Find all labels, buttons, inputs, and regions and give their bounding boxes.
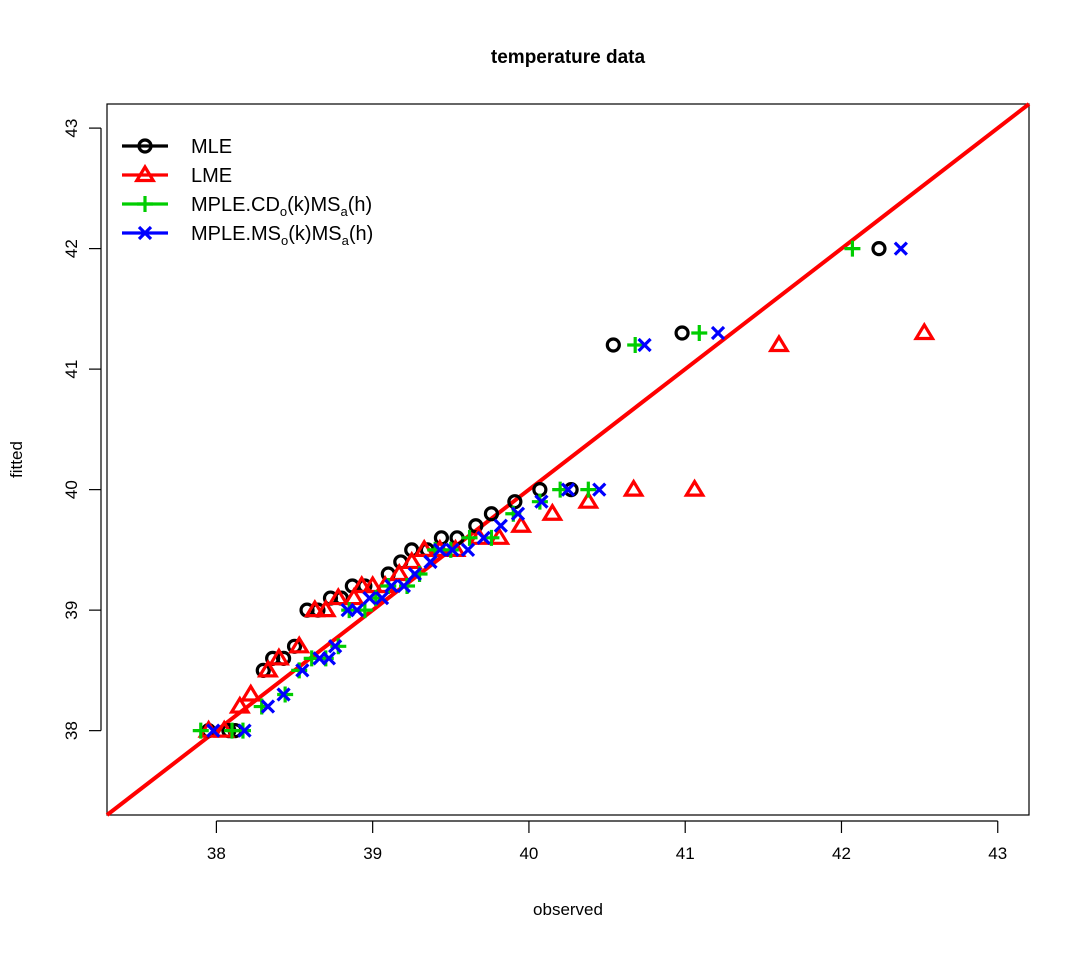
y-tick-label: 39 xyxy=(62,601,81,620)
x-tick-label: 41 xyxy=(676,844,695,863)
legend-marker xyxy=(137,225,153,241)
data-point xyxy=(460,542,476,558)
data-point xyxy=(303,650,320,667)
data-point xyxy=(510,506,526,521)
data-point xyxy=(321,651,337,666)
data-point xyxy=(362,590,377,606)
series-mple-ms xyxy=(206,241,908,738)
data-point xyxy=(637,337,652,353)
x-tick-label: 40 xyxy=(519,844,538,863)
data-point xyxy=(767,333,791,353)
data-point xyxy=(350,574,373,594)
data-point xyxy=(560,482,576,497)
legend-label: LME xyxy=(191,165,232,187)
data-point xyxy=(844,240,861,257)
legend-item-mle: MLE xyxy=(122,136,232,158)
y-axis-label: fitted xyxy=(7,441,26,478)
data-point xyxy=(893,241,908,256)
data-point xyxy=(288,635,311,654)
data-point xyxy=(483,506,500,522)
data-point xyxy=(483,529,500,546)
data-point xyxy=(627,337,644,354)
data-point xyxy=(192,722,209,739)
data-point xyxy=(552,481,569,498)
y-tick-label: 43 xyxy=(62,119,81,138)
data-point xyxy=(493,518,508,533)
legend-label: MPLE.MSo(k)MSa(h) xyxy=(191,223,373,248)
y-tick-label: 42 xyxy=(62,239,81,258)
data-point xyxy=(206,723,221,738)
legend-item-mple-ms: MPLE.MSo(k)MSa(h) xyxy=(122,223,373,248)
x-tick-label: 39 xyxy=(363,844,382,863)
data-point xyxy=(303,599,326,618)
x-tick-label: 42 xyxy=(832,844,851,863)
legend-item-mple-cd: MPLE.CDo(k)MSa(h) xyxy=(122,194,372,219)
data-point xyxy=(541,502,564,521)
data-point xyxy=(674,325,690,341)
data-point xyxy=(510,514,533,533)
x-axis-label: observed xyxy=(533,900,603,919)
data-point xyxy=(622,478,645,497)
data-point xyxy=(577,490,600,509)
data-point xyxy=(276,687,291,702)
data-point xyxy=(384,578,399,594)
legend-label: MLE xyxy=(191,136,232,158)
data-point xyxy=(400,550,423,570)
data-point xyxy=(461,529,478,546)
data-point xyxy=(260,699,276,714)
x-tick-label: 38 xyxy=(207,844,226,863)
data-point xyxy=(468,518,484,534)
data-point xyxy=(349,603,365,618)
data-point xyxy=(239,683,262,702)
legend-item-lme: LME xyxy=(122,163,232,187)
data-point xyxy=(913,321,936,341)
data-point xyxy=(407,566,422,582)
data-point xyxy=(327,587,350,606)
data-point xyxy=(396,578,412,594)
series-mple-cd xyxy=(192,240,861,739)
data-point xyxy=(374,590,390,606)
data-point xyxy=(683,478,706,497)
plot-frame xyxy=(106,103,1030,816)
legend-marker xyxy=(137,196,153,212)
data-point xyxy=(314,599,337,618)
y-tick-label: 40 xyxy=(62,480,81,499)
data-point xyxy=(432,542,447,558)
data-point xyxy=(342,587,365,606)
data-point xyxy=(580,481,597,498)
identity-reference-line xyxy=(105,102,1031,817)
data-point xyxy=(228,695,251,714)
data-point xyxy=(534,494,549,509)
legend-label: MPLE.CDo(k)MSa(h) xyxy=(191,194,372,219)
data-point xyxy=(871,241,887,257)
y-tick-label: 38 xyxy=(62,721,81,740)
data-point xyxy=(328,639,343,654)
data-point xyxy=(605,337,621,353)
data-point xyxy=(445,542,460,558)
legend-marker xyxy=(133,163,157,183)
series-lme xyxy=(197,321,936,738)
data-point xyxy=(423,554,438,570)
x-tick-label: 43 xyxy=(988,844,1007,863)
chart-title: temperature data xyxy=(491,47,646,68)
data-point xyxy=(592,482,607,497)
data-point xyxy=(295,663,310,678)
data-point xyxy=(691,324,708,341)
data-point xyxy=(256,659,280,678)
data-point xyxy=(267,647,290,666)
y-tick-label: 41 xyxy=(62,360,81,379)
data-point xyxy=(237,723,252,738)
data-point xyxy=(361,574,384,594)
data-point xyxy=(476,530,491,545)
legend-marker xyxy=(137,138,153,154)
data-point xyxy=(710,325,726,341)
